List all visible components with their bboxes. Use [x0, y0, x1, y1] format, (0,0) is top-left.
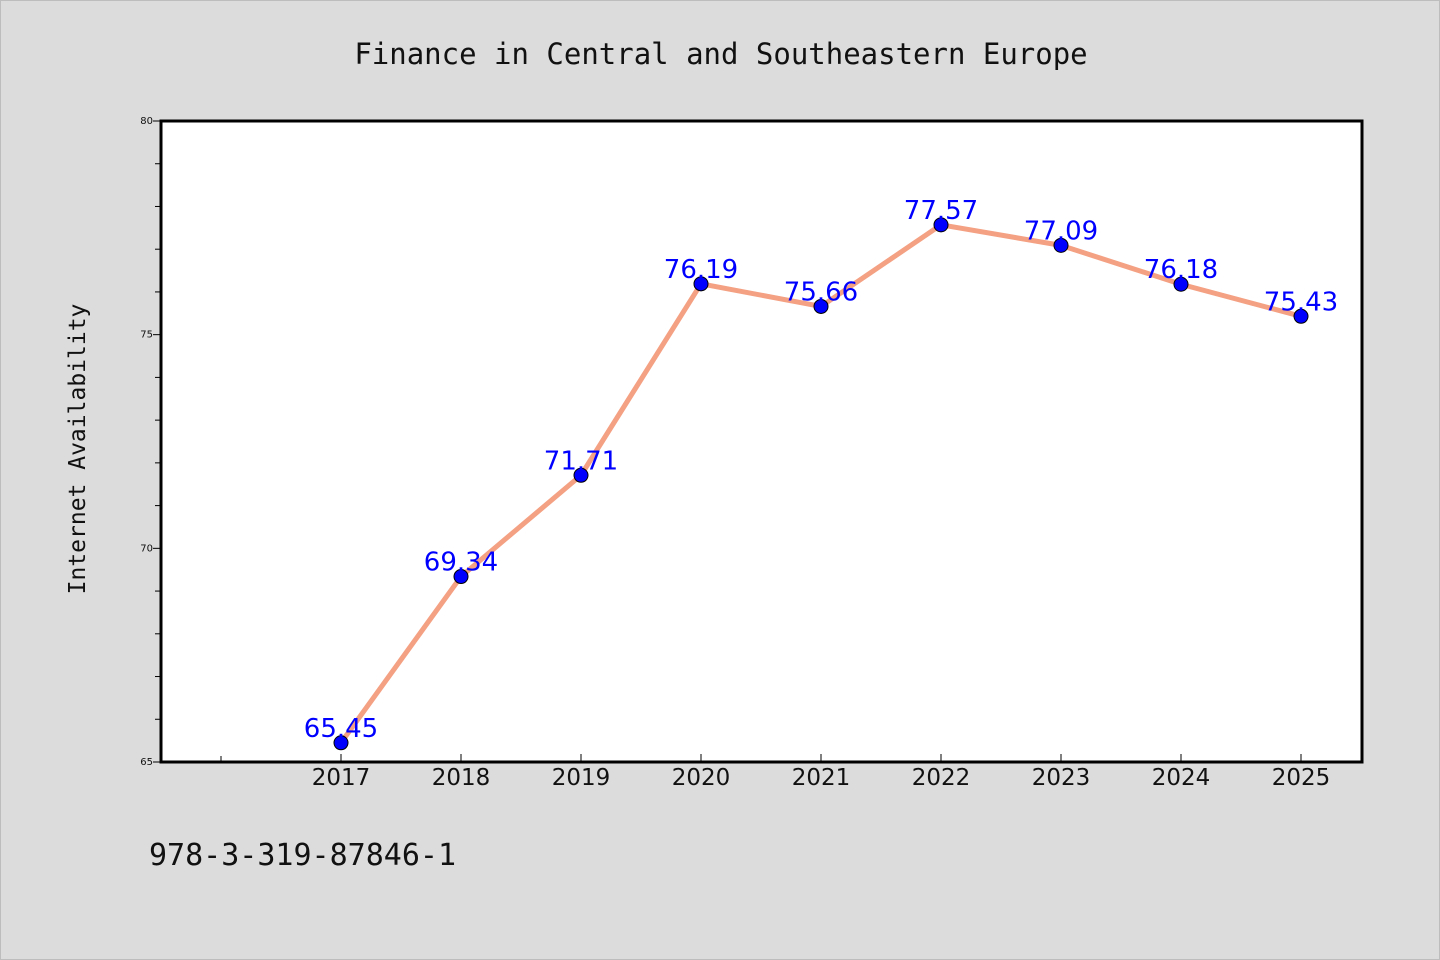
data-point-marker: [333, 735, 349, 751]
data-point-marker: [933, 217, 949, 233]
y-tick-label: 70: [140, 543, 153, 554]
x-tick-label: 2017: [312, 765, 371, 791]
x-tick-label: 2025: [1272, 765, 1331, 791]
y-tick-label: 65: [140, 757, 153, 768]
data-point-marker: [1293, 308, 1309, 324]
data-label: 77.57: [904, 196, 978, 226]
x-tick-label: 2022: [912, 765, 971, 791]
book-identifier: 978-3-319-87846-1: [149, 838, 456, 873]
data-point-marker: [1053, 237, 1069, 253]
x-tick-label: 2024: [1152, 765, 1211, 791]
x-tick-label: 2021: [792, 765, 851, 791]
data-label: 77.09: [1024, 216, 1098, 246]
data-point-marker: [813, 298, 829, 314]
data-point-marker: [693, 276, 709, 292]
data-point-marker: [573, 467, 589, 483]
data-point-marker: [453, 569, 469, 585]
data-label: 75.66: [784, 277, 858, 307]
chart-title: Finance in Central and Southeastern Euro…: [354, 37, 1087, 71]
y-tick-label: 75: [140, 330, 153, 341]
marker-group: [333, 217, 1309, 751]
y-tick-label: 80: [140, 116, 153, 127]
x-tick-label: 2023: [1032, 765, 1091, 791]
data-label-group: 65.45 69.34 71.71 76.19 75.66 77.57 77.09 76.18…: [304, 196, 1338, 744]
x-tick-label: 2020: [672, 765, 731, 791]
data-label: 65.45: [304, 714, 378, 744]
x-tick-label: 2019: [552, 765, 611, 791]
x-axis: 2017 2018 2019 2020 2021 2022 2023 2024 2025: [220, 754, 1331, 791]
data-label: 69.34: [424, 548, 498, 578]
data-label: 76.18: [1144, 255, 1218, 285]
y-axis: 65 70 75 80: [140, 116, 161, 768]
plot-area: [159, 119, 1364, 764]
y-axis-label: Internet Availability: [65, 304, 91, 595]
data-label: 71.71: [544, 446, 618, 476]
data-label: 75.43: [1264, 287, 1338, 317]
data-label: 76.19: [664, 255, 738, 285]
data-point-marker: [1173, 276, 1189, 292]
x-tick-label: 2018: [432, 765, 491, 791]
